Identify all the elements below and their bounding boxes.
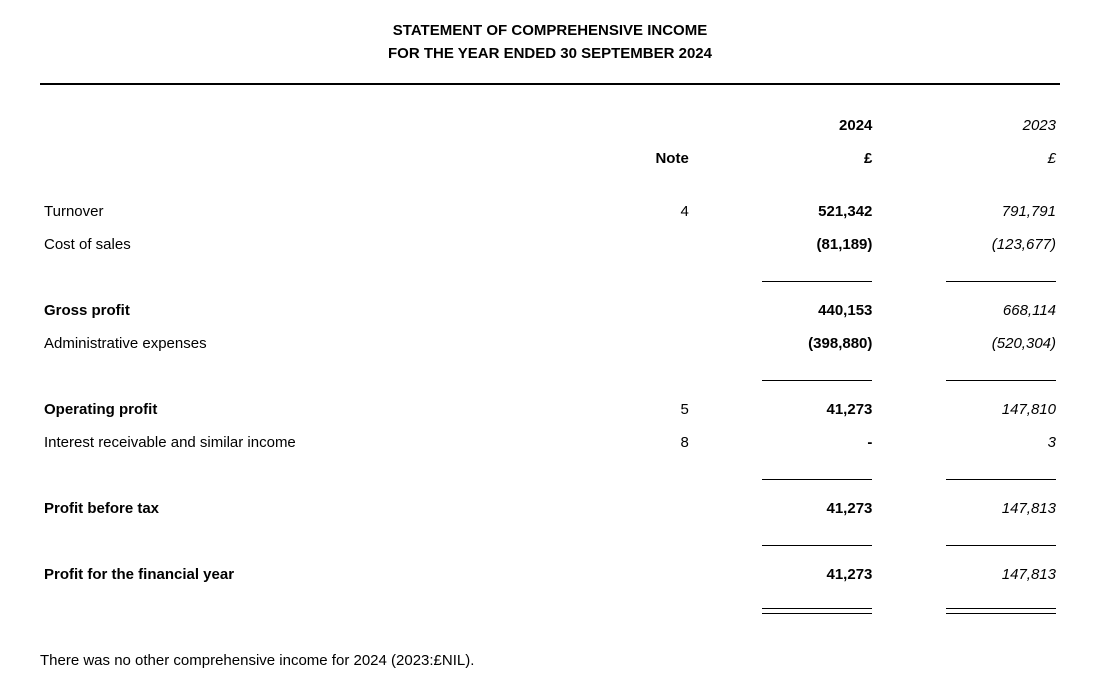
- admin-y2: (520,304): [946, 335, 1056, 352]
- footnote-text: There was no other comprehensive income …: [40, 652, 1060, 669]
- row-profit-for-year: Profit for the financial year 41,273 147…: [40, 558, 1060, 591]
- title-line-2: FOR THE YEAR ENDED 30 SEPTEMBER 2024: [40, 43, 1060, 66]
- double-rule-final: [40, 591, 1060, 624]
- rule-after-pbt: [40, 525, 1060, 558]
- turnover-label: Turnover: [40, 195, 601, 228]
- pbt-note: [601, 492, 693, 525]
- int-note: 8: [601, 426, 693, 459]
- admin-y1: (398,880): [762, 335, 872, 352]
- col-year2-currency: £: [946, 150, 1056, 167]
- row-operating-profit: Operating profit 5 41,273 147,810: [40, 393, 1060, 426]
- col-year1-currency: £: [762, 150, 872, 167]
- int-y1: -: [762, 434, 872, 451]
- gp-label: Gross profit: [40, 294, 601, 327]
- turnover-note: 4: [601, 195, 693, 228]
- pfy-y2: 147,813: [946, 566, 1056, 583]
- header-row-currency: Note £ £: [40, 142, 1060, 175]
- pfy-label: Profit for the financial year: [40, 558, 601, 591]
- rule-after-interest: [40, 459, 1060, 492]
- row-gross-profit: Gross profit 440,153 668,114: [40, 294, 1060, 327]
- cos-note: [601, 228, 693, 261]
- gp-y2: 668,114: [946, 302, 1056, 319]
- pbt-y2: 147,813: [946, 500, 1056, 517]
- gp-y1: 440,153: [762, 302, 872, 319]
- col-note-label: Note: [601, 142, 693, 175]
- admin-label: Administrative expenses: [40, 327, 601, 360]
- row-admin-expenses: Administrative expenses (398,880) (520,3…: [40, 327, 1060, 360]
- op-y2: 147,810: [946, 401, 1056, 418]
- cos-y1: (81,189): [762, 236, 872, 253]
- header-row-years: 2024 2023: [40, 109, 1060, 142]
- admin-note: [601, 327, 693, 360]
- row-interest: Interest receivable and similar income 8…: [40, 426, 1060, 459]
- op-note: 5: [601, 393, 693, 426]
- gp-note: [601, 294, 693, 327]
- pfy-note: [601, 558, 693, 591]
- pbt-label: Profit before tax: [40, 492, 601, 525]
- turnover-y1: 521,342: [762, 203, 872, 220]
- cos-y2: (123,677): [946, 236, 1056, 253]
- rule-after-cos: [40, 261, 1060, 294]
- title-line-1: STATEMENT OF COMPREHENSIVE INCOME: [40, 20, 1060, 43]
- turnover-y2: 791,791: [946, 203, 1056, 220]
- col-year1: 2024: [762, 117, 872, 134]
- pbt-y1: 41,273: [762, 500, 872, 517]
- statement-title: STATEMENT OF COMPREHENSIVE INCOME FOR TH…: [40, 20, 1060, 65]
- row-profit-before-tax: Profit before tax 41,273 147,813: [40, 492, 1060, 525]
- row-cost-of-sales: Cost of sales (81,189) (123,677): [40, 228, 1060, 261]
- col-year2: 2023: [946, 117, 1056, 134]
- int-y2: 3: [946, 434, 1056, 451]
- income-statement-table: 2024 2023 Note £ £ Turnover 4 521,342 79…: [40, 109, 1060, 624]
- rule-after-admin: [40, 360, 1060, 393]
- int-label: Interest receivable and similar income: [40, 426, 601, 459]
- op-label: Operating profit: [40, 393, 601, 426]
- row-turnover: Turnover 4 521,342 791,791: [40, 195, 1060, 228]
- cos-label: Cost of sales: [40, 228, 601, 261]
- top-rule: [40, 83, 1060, 85]
- pfy-y1: 41,273: [762, 566, 872, 583]
- op-y1: 41,273: [762, 401, 872, 418]
